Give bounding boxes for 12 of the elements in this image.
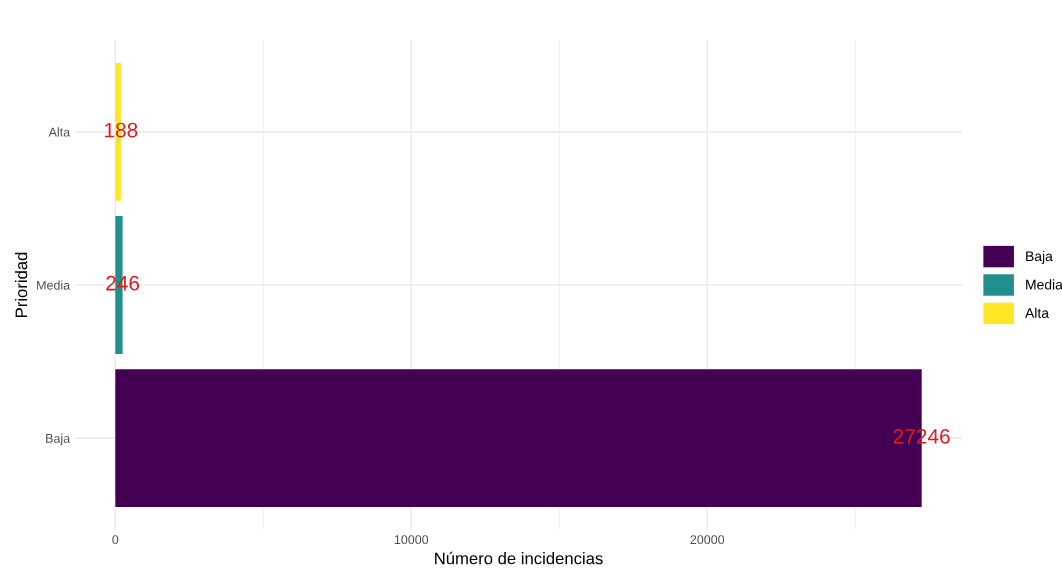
legend-label: Alta xyxy=(1025,307,1049,318)
legend-label: Media xyxy=(1026,279,1062,290)
x-tick-label: 0 xyxy=(112,535,119,545)
y-tick-label: Baja xyxy=(46,433,71,446)
x-tick-label: 20000 xyxy=(690,535,725,545)
legend-label: Baja xyxy=(1026,250,1053,264)
y-axis-title: Prioridad xyxy=(15,252,28,317)
y-tick-label: Alta xyxy=(48,127,71,137)
x-axis-title: Número de incidencias xyxy=(435,551,603,565)
x-tick-label: 10000 xyxy=(394,535,429,545)
data-label: 27246 xyxy=(893,428,950,444)
y-tick-label: Media xyxy=(37,280,71,290)
